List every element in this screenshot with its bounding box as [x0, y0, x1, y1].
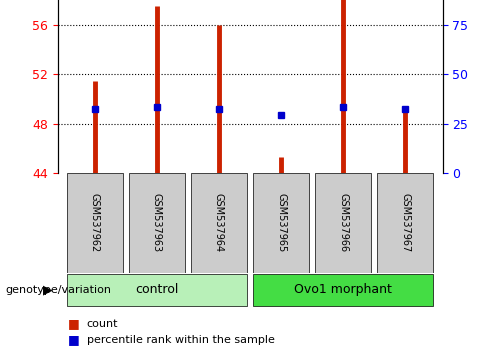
Text: percentile rank within the sample: percentile rank within the sample: [86, 335, 274, 345]
Bar: [67, 173, 122, 273]
Text: count: count: [86, 319, 118, 329]
Text: GSM537967: GSM537967: [400, 193, 410, 253]
Text: GSM537965: GSM537965: [276, 193, 286, 253]
Text: ■: ■: [68, 318, 79, 330]
Bar: [378, 173, 433, 273]
Text: Ovo1 morphant: Ovo1 morphant: [294, 283, 392, 296]
Bar: [253, 173, 309, 273]
Bar: [191, 173, 247, 273]
Bar: [67, 274, 247, 306]
Text: GSM537966: GSM537966: [338, 193, 348, 253]
Text: GSM537964: GSM537964: [214, 193, 224, 253]
Bar: [129, 173, 185, 273]
Bar: [315, 173, 371, 273]
Bar: [253, 274, 433, 306]
Text: GSM537963: GSM537963: [152, 193, 162, 253]
Text: ■: ■: [68, 333, 79, 346]
Text: control: control: [135, 283, 178, 296]
Text: GSM537962: GSM537962: [90, 193, 100, 253]
Text: genotype/variation: genotype/variation: [5, 285, 111, 295]
Text: ▶: ▶: [43, 284, 52, 297]
